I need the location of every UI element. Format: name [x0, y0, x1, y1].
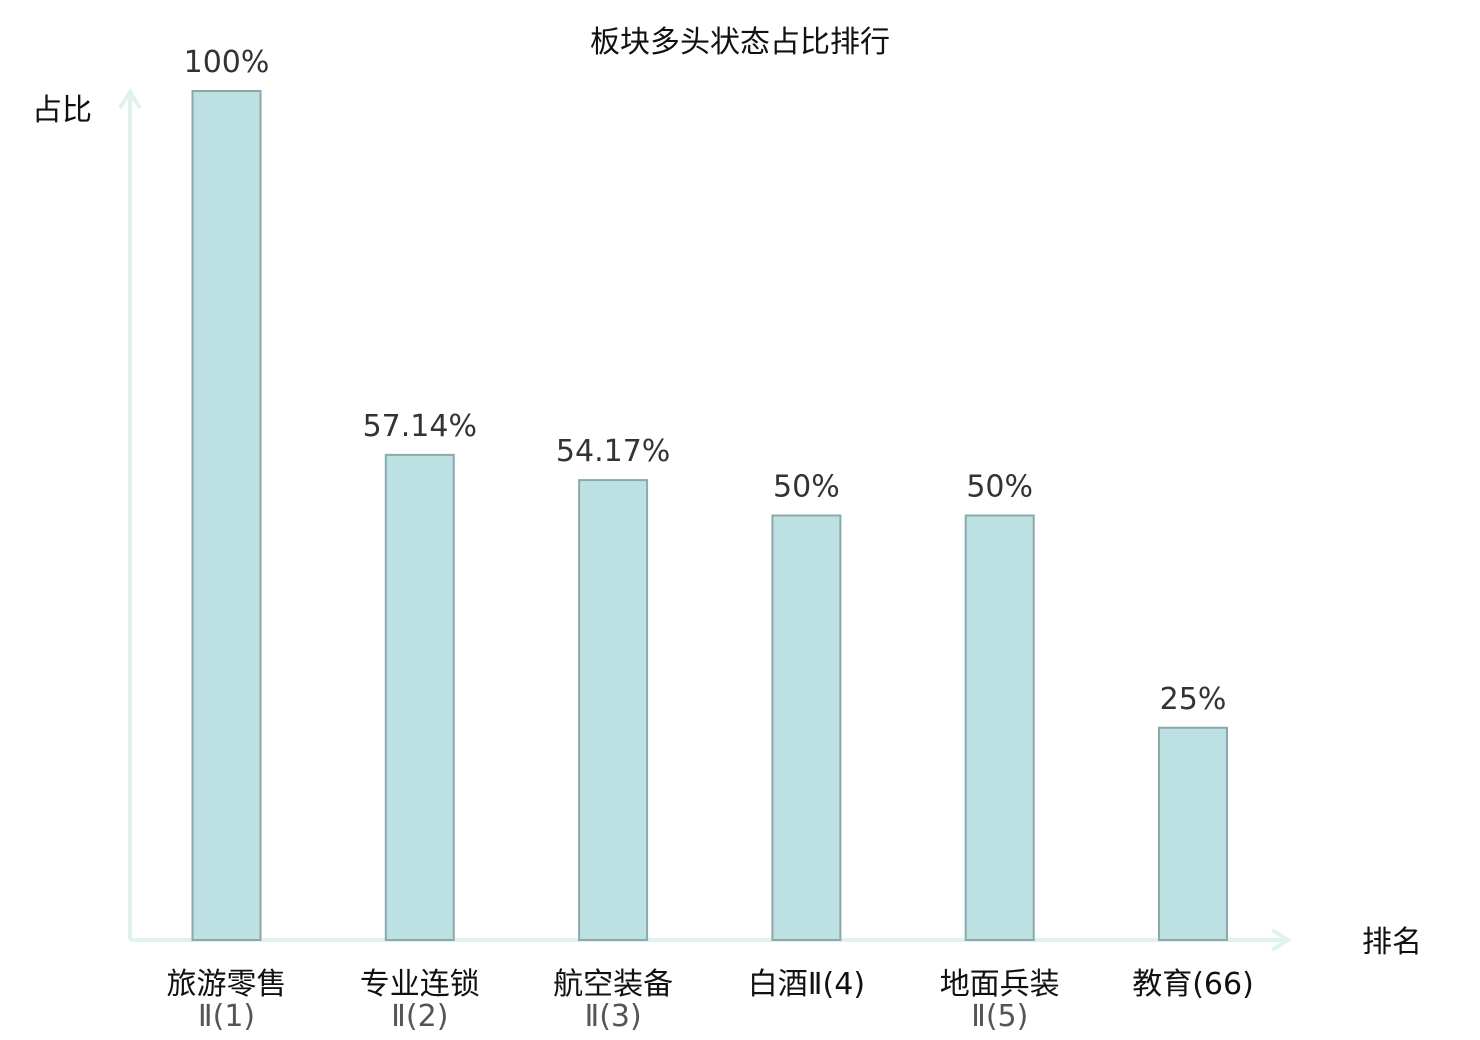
value-label-3: 54.17% — [556, 434, 670, 469]
category-label-5: 地面兵装 — [940, 967, 1060, 1002]
category-label-4: 白酒Ⅱ(4) — [748, 967, 865, 1002]
bar-6 — [1158, 726, 1228, 941]
category-label-3-line2: Ⅱ(3) — [584, 999, 641, 1034]
bar-2 — [384, 453, 455, 941]
y-axis-arrow — [118, 88, 142, 110]
bar-5 — [964, 514, 1035, 941]
bar-4 — [771, 514, 842, 941]
category-label-2: 专业连锁 — [360, 967, 480, 1002]
value-label-6: 25% — [1160, 682, 1227, 717]
bars — [191, 90, 1228, 941]
category-label-1: 旅游零售 — [167, 967, 287, 1002]
category-label-6: 教育(66) — [1132, 967, 1254, 1002]
y-axis-label: 占比 — [32, 93, 92, 128]
chart-title: 板块多头状态占比排行 — [590, 25, 890, 60]
value-label-5: 50% — [966, 470, 1033, 505]
x-axis-label: 排名 — [1362, 925, 1422, 960]
axes — [118, 88, 1292, 952]
category-label-5-line2: Ⅱ(5) — [971, 999, 1028, 1034]
value-labels: 100% 57.14% 54.17% 50% 50% 25% — [184, 45, 1227, 717]
value-label-2: 57.14% — [363, 409, 477, 444]
category-label-1-line2: Ⅱ(1) — [198, 999, 255, 1034]
category-label-3: 航空装备 — [553, 967, 673, 1002]
category-label-2-line2: Ⅱ(2) — [391, 999, 448, 1034]
value-label-1: 100% — [184, 45, 270, 80]
value-label-4: 50% — [773, 470, 840, 505]
x-axis-arrow — [1270, 928, 1292, 952]
bar-3 — [578, 479, 649, 941]
bar-1 — [191, 90, 262, 941]
